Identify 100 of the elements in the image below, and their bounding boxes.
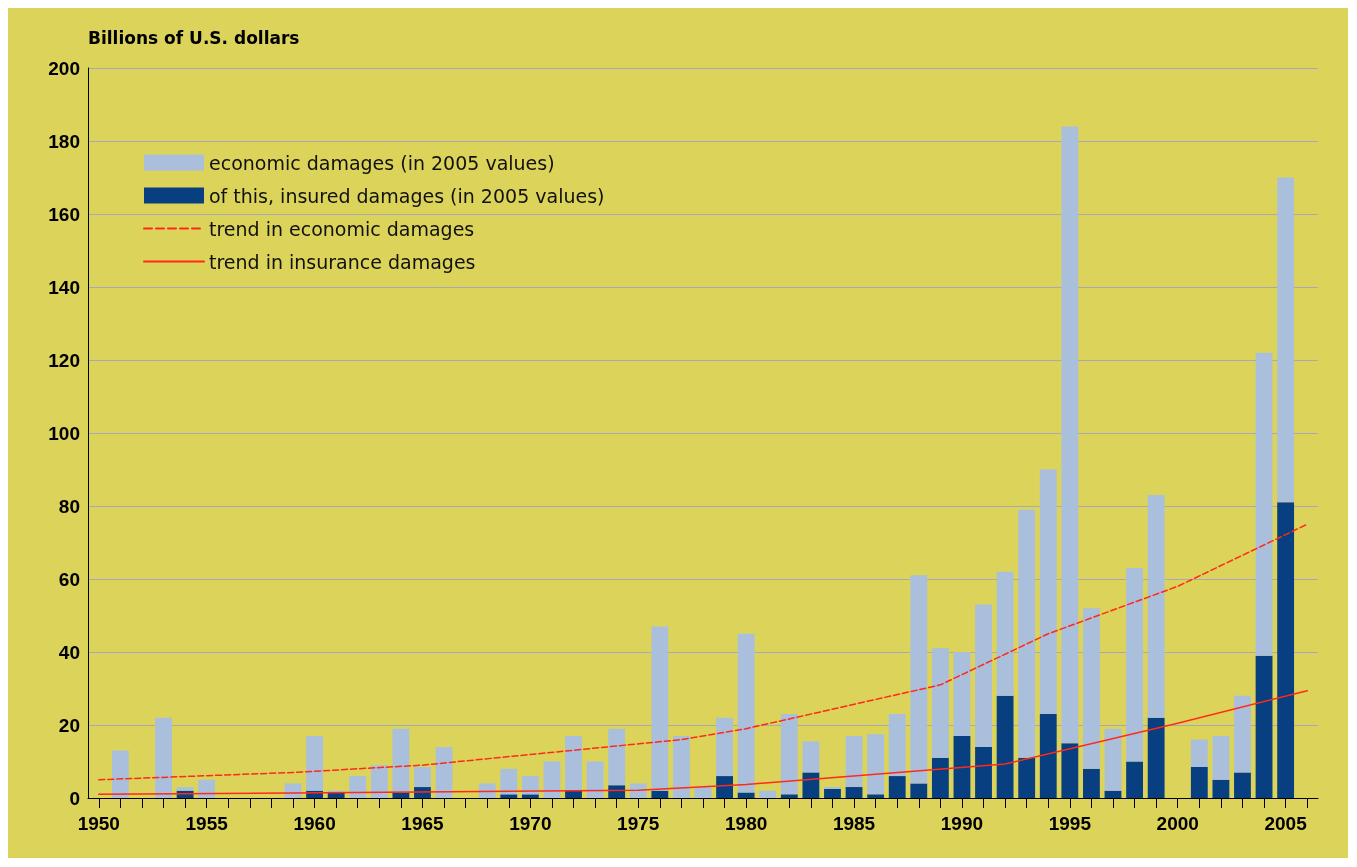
x-tick-label: 2005 [1264, 813, 1308, 834]
bar [845, 735, 863, 788]
bar [608, 785, 626, 798]
bar [414, 766, 431, 788]
x-tick-label: 1970 [509, 813, 552, 834]
bar [1061, 126, 1079, 744]
x-tick-label: 1950 [77, 813, 120, 834]
y-tick-label: 180 [48, 130, 80, 152]
bar [845, 787, 863, 798]
bar [975, 604, 992, 747]
bar [996, 695, 1014, 798]
bar [435, 746, 453, 798]
y-tick-label: 0 [69, 787, 80, 809]
y-tick-label: 40 [58, 641, 80, 663]
bar [716, 776, 733, 798]
bar [478, 783, 496, 798]
bar [737, 792, 755, 798]
bar [586, 761, 604, 798]
bar [1083, 768, 1100, 798]
bar [1234, 772, 1251, 798]
bar [651, 790, 669, 798]
bar [1061, 743, 1079, 798]
bar [1126, 568, 1143, 762]
bar [370, 765, 388, 798]
bar [1039, 714, 1057, 798]
x-tick-label: 1990 [940, 813, 984, 834]
bar [349, 776, 367, 798]
line-series [98, 689, 1308, 796]
y-tick-label: 60 [58, 568, 80, 590]
y-tick-label: 80 [58, 495, 80, 517]
line-series [98, 523, 1308, 781]
bar [392, 728, 410, 793]
x-tick-label: 1995 [1048, 813, 1092, 834]
bar [1255, 655, 1273, 798]
y-tick-label: 140 [48, 276, 80, 298]
bar [673, 735, 690, 798]
bar [1104, 728, 1122, 791]
legend-label: economic damages (in 2005 values) [209, 151, 555, 174]
bar [1083, 608, 1100, 769]
x-tick-label: 1965 [401, 813, 445, 834]
x-tick-label: 1985 [832, 813, 876, 834]
x-tick-label: 2000 [1156, 813, 1199, 834]
bar [1255, 352, 1273, 656]
bar [1190, 766, 1208, 798]
y-tick-label: 200 [48, 57, 80, 79]
bar [888, 714, 906, 777]
bar [1104, 790, 1122, 798]
bar [306, 735, 323, 791]
bar [931, 757, 949, 798]
bar [1126, 761, 1143, 798]
legend-label: of this, insured damages (in 2005 values) [209, 184, 605, 207]
y-tick-label: 20 [58, 714, 80, 736]
bar [931, 648, 949, 758]
bar [1018, 757, 1036, 798]
bar [910, 575, 928, 784]
bar [521, 794, 539, 798]
x-tick-label: 1975 [617, 813, 660, 834]
y-axis-title: Billions of U.S. dollars [88, 27, 300, 48]
bar [155, 717, 172, 798]
bar [867, 794, 885, 798]
legend-label: trend in insurance damages [209, 250, 476, 273]
bar [802, 772, 820, 798]
bar [910, 783, 928, 798]
x-tick-label: 1960 [293, 813, 336, 834]
bar [500, 794, 518, 798]
x-tick-label: 1955 [185, 813, 229, 834]
y-tick-label: 160 [48, 203, 80, 225]
y-tick-label: 100 [48, 422, 80, 444]
legend-label: trend in economic damages [209, 217, 475, 240]
bar [759, 790, 777, 798]
bar [1277, 502, 1295, 798]
bar [1234, 695, 1251, 773]
bar [953, 652, 971, 736]
bar [802, 741, 820, 773]
bar [111, 750, 129, 798]
bar [975, 746, 992, 798]
bar [888, 776, 906, 798]
bar [176, 787, 194, 791]
bar [500, 768, 518, 795]
bar [1190, 739, 1208, 767]
bar [737, 633, 755, 793]
bar [1277, 177, 1295, 503]
bar [867, 734, 885, 795]
bar [1147, 717, 1165, 798]
bar [953, 735, 971, 798]
bar [996, 571, 1014, 696]
bar [1212, 735, 1230, 780]
bar [1212, 779, 1230, 798]
bar [629, 783, 647, 798]
bar [198, 779, 216, 798]
bar [565, 735, 582, 791]
bar [1018, 509, 1036, 758]
bar [1147, 495, 1165, 718]
bar [1039, 469, 1057, 715]
bar [608, 728, 626, 786]
bar [694, 787, 712, 798]
bar [780, 794, 798, 798]
bar [651, 626, 669, 791]
bar [780, 714, 798, 795]
bar [824, 788, 841, 798]
